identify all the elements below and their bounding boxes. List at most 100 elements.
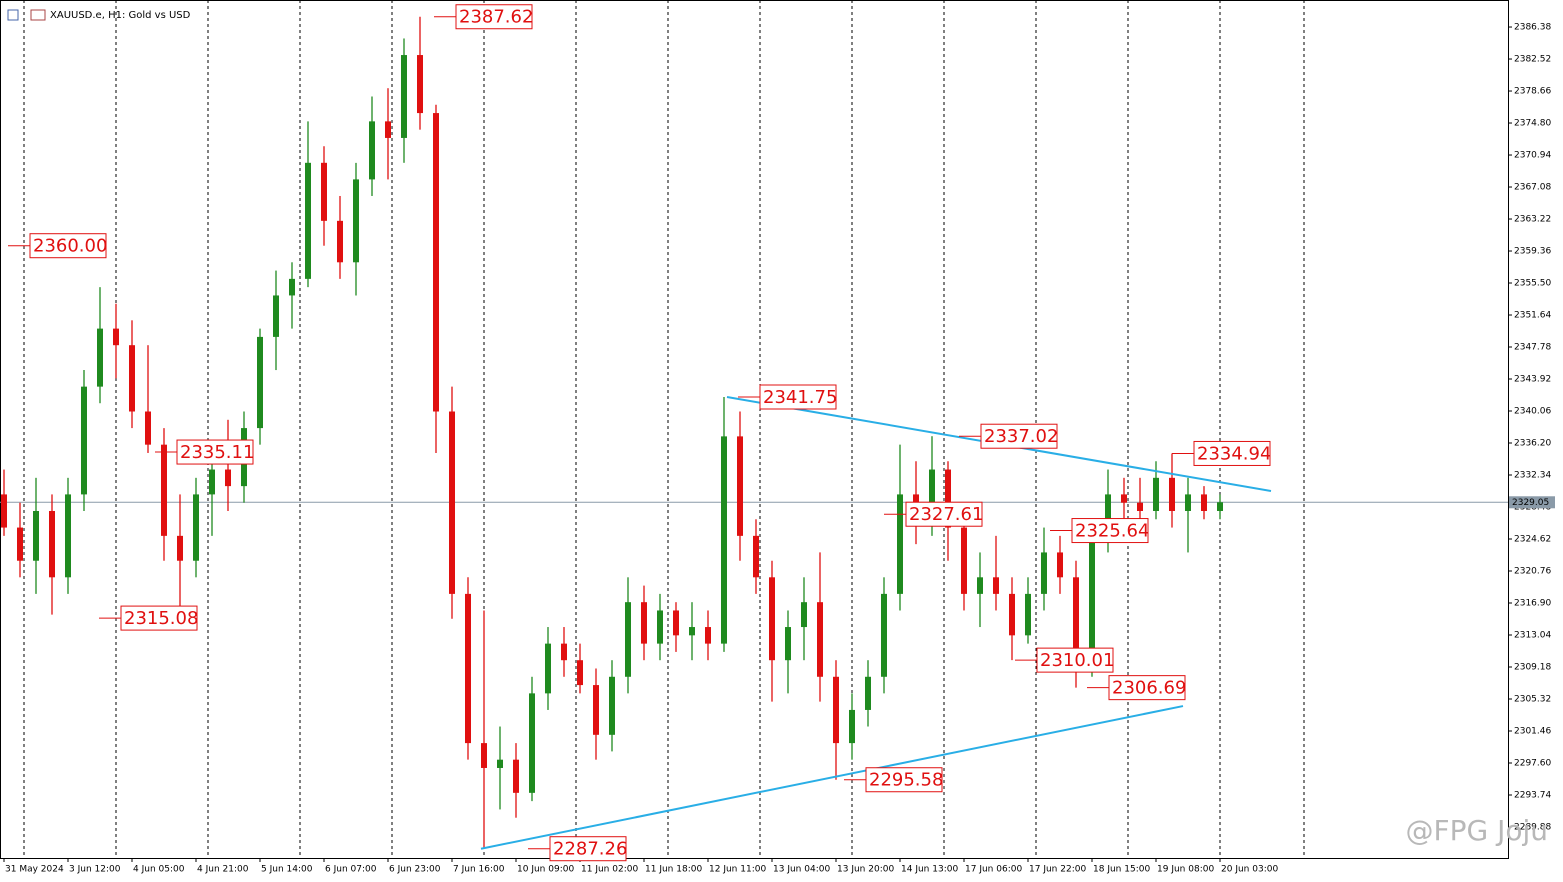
candle-body <box>881 593 887 677</box>
candle-body <box>1137 502 1143 511</box>
annotation-box <box>29 233 107 259</box>
y-tick-label: 2382.52 <box>1514 55 1551 65</box>
candle-body <box>337 220 343 263</box>
x-tick-label: 4 Jun 05:00 <box>133 865 185 875</box>
annotation-label: 2334.94 <box>1197 443 1271 464</box>
candle-body <box>209 469 215 495</box>
x-tick-label: 12 Jun 11:00 <box>709 865 766 875</box>
title-icons <box>7 9 46 21</box>
candle-body <box>401 55 407 138</box>
x-tick-label: 13 Jun 20:00 <box>837 865 894 875</box>
annotation-label: 2335.11 <box>180 442 254 463</box>
x-tick-label: 17 Jun 06:00 <box>965 865 1022 875</box>
candle-body <box>1025 593 1031 636</box>
candle-body <box>1089 535 1095 669</box>
candle-body <box>833 676 839 744</box>
candle-body <box>193 494 199 561</box>
x-tick-label: 11 Jun 02:00 <box>581 865 638 875</box>
candle-body <box>1041 552 1047 594</box>
annotation-box <box>1036 647 1114 673</box>
candle-body <box>1153 477 1159 511</box>
candle-body <box>849 709 855 744</box>
candle-body <box>785 627 791 661</box>
candle-body <box>561 643 567 661</box>
y-tick-label: 2336.20 <box>1514 439 1551 449</box>
annotation-box <box>865 767 943 793</box>
candle-body <box>81 386 87 495</box>
candle-body <box>529 693 535 793</box>
annotation-box <box>980 423 1058 449</box>
candle-body <box>305 162 311 279</box>
candle-body <box>1057 552 1063 578</box>
annotation-label: 2341.75 <box>763 387 837 408</box>
watermark: @FPG Joju <box>1405 814 1548 847</box>
y-tick-label: 2347.78 <box>1514 343 1551 353</box>
annotation-label: 2295.58 <box>869 770 943 791</box>
candle-body <box>1121 494 1127 503</box>
y-tick-label: 2309.18 <box>1514 663 1551 673</box>
annotation-box <box>1108 675 1186 701</box>
candle-body <box>65 494 71 578</box>
y-tick-label: 2386.38 <box>1514 23 1551 33</box>
candle-body <box>1169 477 1175 511</box>
candle-body <box>33 510 39 561</box>
annotation-label: 2310.01 <box>1040 650 1114 671</box>
x-tick-label: 10 Jun 09:00 <box>517 865 574 875</box>
annotation-label: 2325.64 <box>1075 521 1149 542</box>
candle-body <box>689 627 695 636</box>
candle-body <box>993 577 999 594</box>
x-tick-label: 17 Jun 22:00 <box>1029 865 1086 875</box>
icon <box>30 9 46 21</box>
annotation-box <box>759 384 837 410</box>
candle-body <box>289 278 295 296</box>
y-tick-label: 2301.46 <box>1514 726 1551 736</box>
x-tick-label: 20 Jun 03:00 <box>1221 865 1278 875</box>
candle-body <box>545 643 551 694</box>
y-tick-label: 2367.08 <box>1514 183 1551 193</box>
x-tick-label: 7 Jun 16:00 <box>453 865 505 875</box>
y-tick-label: 2374.80 <box>1514 119 1551 129</box>
candle-body <box>385 121 391 138</box>
candle-body <box>609 676 615 735</box>
y-tick-label: 2378.66 <box>1514 87 1551 97</box>
candle-body <box>657 610 663 644</box>
annotation-label: 2337.02 <box>984 426 1058 447</box>
y-tick-label: 2332.34 <box>1514 471 1551 481</box>
candle-body <box>481 743 487 768</box>
candle-body <box>113 328 119 346</box>
annotation-label: 2360.00 <box>33 236 107 257</box>
candle-body <box>897 494 903 594</box>
x-tick-label: 6 Jun 23:00 <box>389 865 441 875</box>
candle-body <box>577 660 583 686</box>
x-tick-label: 19 Jun 08:00 <box>1157 865 1214 875</box>
x-tick-label: 31 May 2024 <box>5 865 64 875</box>
x-tick-label: 11 Jun 18:00 <box>645 865 702 875</box>
candle-body <box>433 113 439 412</box>
candle-body <box>273 295 279 337</box>
candle-body <box>977 577 983 594</box>
y-tick-label: 2324.62 <box>1514 535 1551 545</box>
annotation-box <box>905 501 983 527</box>
y-tick-label: 2293.74 <box>1514 790 1551 800</box>
candle-body <box>177 535 183 561</box>
candle-body <box>49 510 55 578</box>
annotation-label: 2315.08 <box>124 608 198 629</box>
candle-body <box>369 121 375 180</box>
candle-body <box>705 627 711 644</box>
candle-body <box>593 685 599 735</box>
trendline <box>480 705 1184 850</box>
y-tick-label: 2359.36 <box>1514 247 1551 257</box>
candle-body <box>753 535 759 578</box>
candle-body <box>945 469 951 528</box>
y-tick-label: 2316.90 <box>1514 599 1551 609</box>
x-tick-label: 4 Jun 21:00 <box>197 865 249 875</box>
candle-body <box>465 593 471 744</box>
candle-body <box>257 336 263 429</box>
candle-body <box>513 759 519 793</box>
x-tick-label: 5 Jun 14:00 <box>261 865 313 875</box>
annotation-label: 2327.61 <box>909 504 983 525</box>
y-tick-label: 2297.60 <box>1514 758 1551 768</box>
annotation-box <box>176 439 254 465</box>
annotation-label: 2387.62 <box>459 7 533 28</box>
